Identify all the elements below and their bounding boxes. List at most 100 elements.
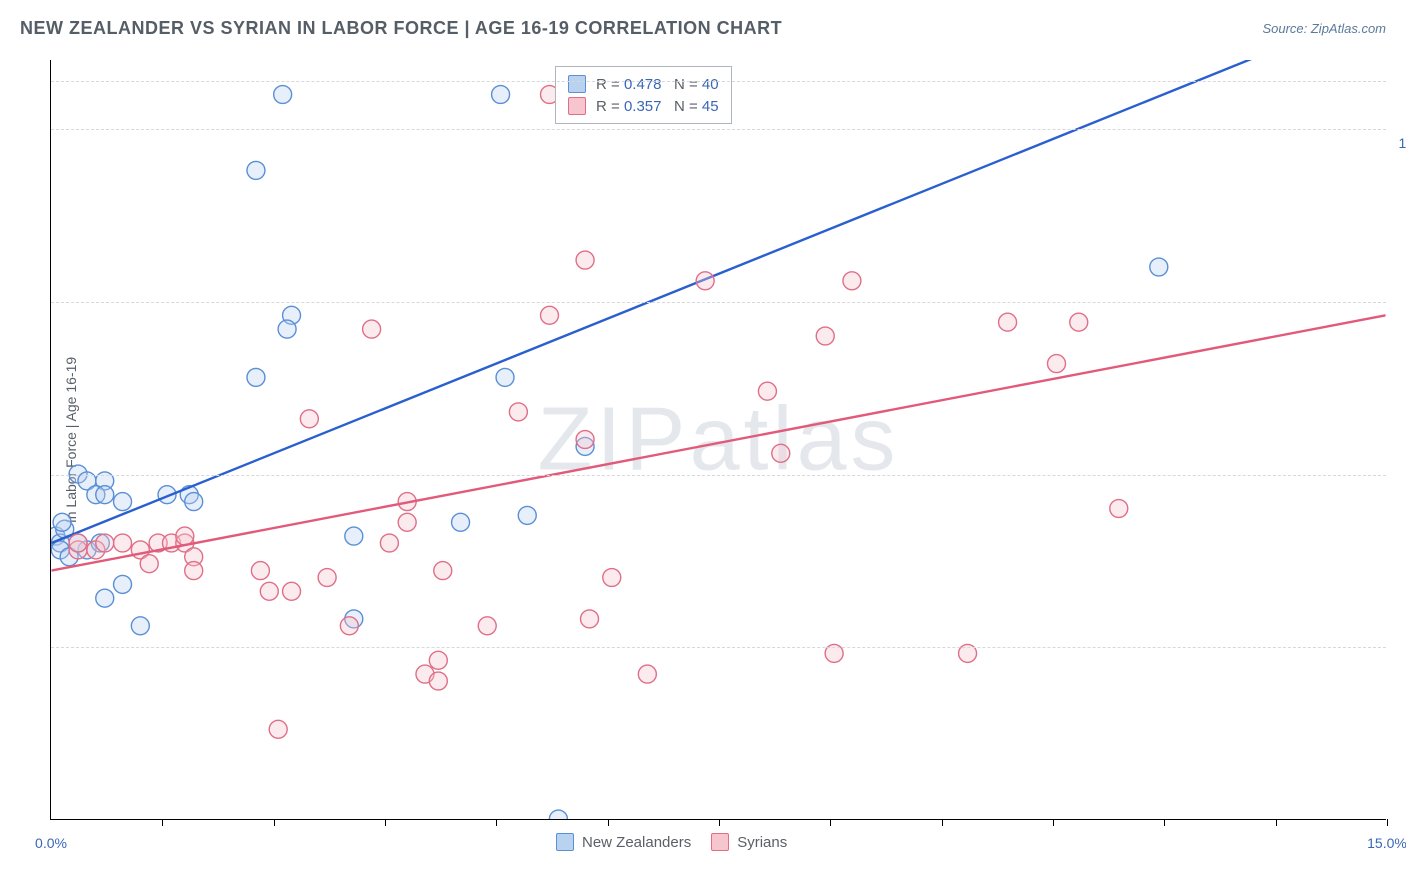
x-tick bbox=[1387, 819, 1388, 826]
data-point-syr[interactable] bbox=[1110, 500, 1128, 518]
data-point-syr[interactable] bbox=[1048, 355, 1066, 373]
data-point-nz[interactable] bbox=[496, 368, 514, 386]
data-point-nz[interactable] bbox=[114, 575, 132, 593]
data-point-nz[interactable] bbox=[51, 527, 65, 545]
data-point-nz[interactable] bbox=[131, 617, 149, 635]
data-point-syr[interactable] bbox=[69, 541, 87, 559]
data-point-syr[interactable] bbox=[581, 610, 599, 628]
data-point-nz[interactable] bbox=[1150, 258, 1168, 276]
x-tick bbox=[1164, 819, 1165, 826]
data-point-syr[interactable] bbox=[816, 327, 834, 345]
data-point-syr[interactable] bbox=[140, 555, 158, 573]
x-tick bbox=[830, 819, 831, 826]
data-point-nz[interactable] bbox=[549, 810, 567, 819]
data-point-syr[interactable] bbox=[283, 582, 301, 600]
data-point-nz[interactable] bbox=[60, 548, 78, 566]
legend-item-syr[interactable]: Syrians bbox=[711, 833, 787, 851]
legend-label: New Zealanders bbox=[582, 834, 691, 851]
data-point-nz[interactable] bbox=[576, 437, 594, 455]
data-point-syr[interactable] bbox=[260, 582, 278, 600]
data-point-nz[interactable] bbox=[96, 589, 114, 607]
data-point-syr[interactable] bbox=[541, 306, 559, 324]
data-point-nz[interactable] bbox=[51, 541, 69, 559]
data-point-syr[interactable] bbox=[176, 534, 194, 552]
y-tick-label: 25.0% bbox=[1391, 653, 1406, 669]
data-point-syr[interactable] bbox=[149, 534, 167, 552]
x-tick bbox=[942, 819, 943, 826]
y-tick-label: 100.0% bbox=[1391, 135, 1406, 151]
series-legend: New Zealanders Syrians bbox=[556, 833, 787, 851]
data-point-syr[interactable] bbox=[251, 562, 269, 580]
swatch-syr bbox=[568, 97, 586, 115]
data-point-syr[interactable] bbox=[398, 493, 416, 511]
data-point-syr[interactable] bbox=[772, 444, 790, 462]
data-point-nz[interactable] bbox=[345, 527, 363, 545]
x-tick-label: 15.0% bbox=[1367, 835, 1406, 851]
data-point-nz[interactable] bbox=[345, 610, 363, 628]
stats-text: R = 0.357 N = 45 bbox=[596, 98, 719, 115]
x-tick bbox=[496, 819, 497, 826]
data-point-syr[interactable] bbox=[696, 272, 714, 290]
data-point-syr[interactable] bbox=[69, 534, 87, 552]
data-point-syr[interactable] bbox=[478, 617, 496, 635]
data-point-syr[interactable] bbox=[318, 569, 336, 587]
data-point-nz[interactable] bbox=[91, 534, 109, 552]
data-point-syr[interactable] bbox=[87, 541, 105, 559]
data-point-syr[interactable] bbox=[576, 251, 594, 269]
data-point-nz[interactable] bbox=[114, 493, 132, 511]
data-point-nz[interactable] bbox=[492, 86, 510, 104]
data-point-nz[interactable] bbox=[96, 486, 114, 504]
data-point-nz[interactable] bbox=[274, 86, 292, 104]
data-point-syr[interactable] bbox=[162, 534, 180, 552]
data-point-syr[interactable] bbox=[176, 527, 194, 545]
chart-title: NEW ZEALANDER VS SYRIAN IN LABOR FORCE |… bbox=[20, 18, 782, 39]
data-point-nz[interactable] bbox=[278, 320, 296, 338]
data-point-nz[interactable] bbox=[78, 541, 96, 559]
data-point-syr[interactable] bbox=[429, 672, 447, 690]
data-point-nz[interactable] bbox=[185, 493, 203, 511]
data-point-syr[interactable] bbox=[576, 431, 594, 449]
data-point-nz[interactable] bbox=[51, 534, 69, 552]
data-point-nz[interactable] bbox=[283, 306, 301, 324]
data-point-syr[interactable] bbox=[429, 651, 447, 669]
data-point-nz[interactable] bbox=[87, 486, 105, 504]
data-point-syr[interactable] bbox=[363, 320, 381, 338]
data-point-syr[interactable] bbox=[434, 562, 452, 580]
data-point-nz[interactable] bbox=[518, 506, 536, 524]
data-point-syr[interactable] bbox=[114, 534, 132, 552]
data-point-nz[interactable] bbox=[158, 486, 176, 504]
data-point-nz[interactable] bbox=[247, 161, 265, 179]
data-point-syr[interactable] bbox=[638, 665, 656, 683]
watermark: ZIPatlas bbox=[537, 388, 899, 491]
data-point-syr[interactable] bbox=[1070, 313, 1088, 331]
data-point-nz[interactable] bbox=[180, 486, 198, 504]
data-point-syr[interactable] bbox=[96, 534, 114, 552]
gridline-h bbox=[51, 81, 1386, 82]
data-point-syr[interactable] bbox=[131, 541, 149, 559]
data-point-syr[interactable] bbox=[398, 513, 416, 531]
data-point-nz[interactable] bbox=[247, 368, 265, 386]
stats-text: R = 0.478 N = 40 bbox=[596, 76, 719, 93]
y-tick-label: 50.0% bbox=[1391, 481, 1406, 497]
data-point-syr[interactable] bbox=[380, 534, 398, 552]
data-point-syr[interactable] bbox=[603, 569, 621, 587]
data-point-syr[interactable] bbox=[416, 665, 434, 683]
stats-legend: R = 0.478 N = 40 R = 0.357 N = 45 bbox=[555, 66, 732, 124]
data-point-syr[interactable] bbox=[300, 410, 318, 428]
data-point-syr[interactable] bbox=[185, 548, 203, 566]
data-point-syr[interactable] bbox=[509, 403, 527, 421]
data-point-nz[interactable] bbox=[69, 534, 87, 552]
legend-label: Syrians bbox=[737, 834, 787, 851]
data-point-syr[interactable] bbox=[269, 720, 287, 738]
trend-line-syr bbox=[51, 315, 1385, 570]
data-point-syr[interactable] bbox=[999, 313, 1017, 331]
legend-item-nz[interactable]: New Zealanders bbox=[556, 833, 691, 851]
data-point-syr[interactable] bbox=[185, 562, 203, 580]
data-point-syr[interactable] bbox=[340, 617, 358, 635]
data-point-syr[interactable] bbox=[843, 272, 861, 290]
data-point-syr[interactable] bbox=[758, 382, 776, 400]
data-point-nz[interactable] bbox=[452, 513, 470, 531]
swatch-icon bbox=[711, 833, 729, 851]
y-tick-label: 75.0% bbox=[1391, 308, 1406, 324]
source-link[interactable]: Source: ZipAtlas.com bbox=[1262, 21, 1386, 36]
